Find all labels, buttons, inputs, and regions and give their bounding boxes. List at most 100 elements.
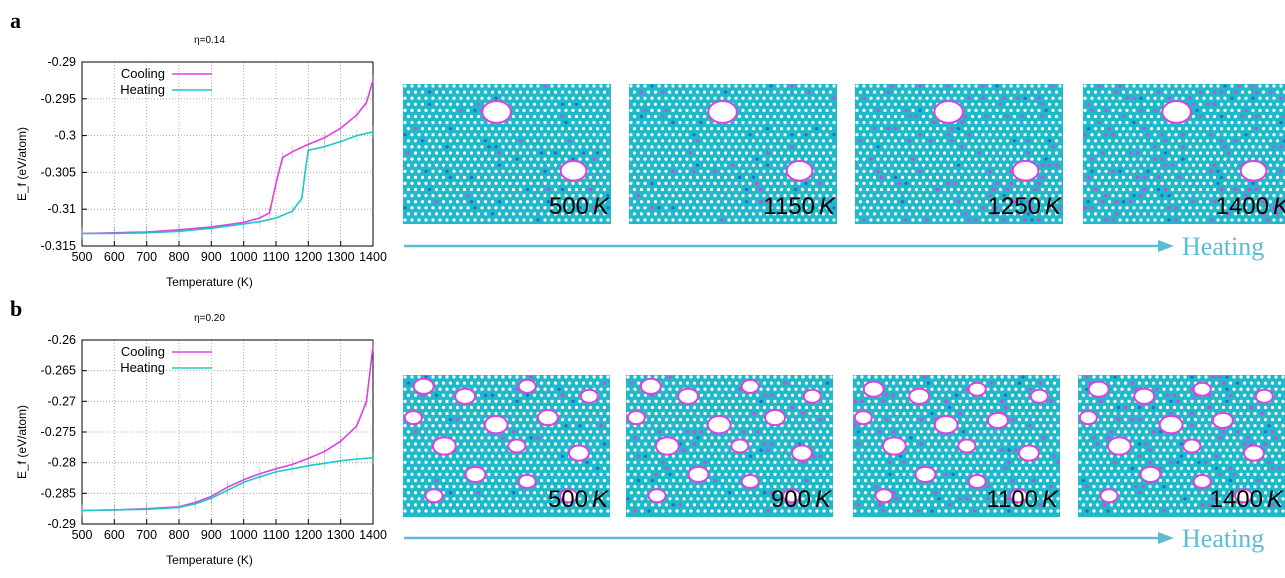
lattice-site xyxy=(906,491,909,494)
lattice-site xyxy=(766,164,769,167)
lattice-site xyxy=(522,182,525,185)
lattice-site xyxy=(787,436,790,439)
lattice-site xyxy=(1037,121,1040,124)
lattice-site xyxy=(748,109,751,112)
lattice-site xyxy=(955,394,958,397)
lattice-site xyxy=(826,430,829,433)
lattice-site xyxy=(953,145,956,148)
lattice-site xyxy=(564,424,567,427)
lattice-site xyxy=(682,200,685,203)
lattice-site xyxy=(766,127,769,130)
lattice-site xyxy=(599,84,602,87)
lattice-site xyxy=(640,424,643,427)
lattice-site xyxy=(794,412,797,415)
lattice-site xyxy=(571,84,574,87)
lattice-site xyxy=(599,473,602,476)
lattice-site xyxy=(773,449,776,452)
lattice-site xyxy=(1097,145,1100,148)
lattice-site xyxy=(438,109,441,112)
lattice-site xyxy=(692,206,695,209)
lattice-site xyxy=(585,473,588,476)
lattice-site xyxy=(578,182,581,185)
lattice-site xyxy=(986,388,989,391)
lattice-site xyxy=(948,503,951,506)
lattice-site xyxy=(599,182,602,185)
lattice-site xyxy=(589,176,592,179)
lattice-site xyxy=(745,127,748,130)
lattice-site xyxy=(1042,473,1045,476)
lattice-site xyxy=(1122,127,1125,130)
lattice-site xyxy=(644,430,647,433)
lattice-site xyxy=(599,412,602,415)
lattice-site xyxy=(582,382,585,385)
lattice-site xyxy=(1171,127,1174,130)
lattice-site xyxy=(575,406,578,409)
lattice-site xyxy=(1146,84,1149,87)
lattice-site xyxy=(818,97,821,100)
lattice-site xyxy=(477,212,480,215)
lattice-site xyxy=(668,375,671,378)
lattice-site xyxy=(1087,103,1090,106)
lattice-site xyxy=(470,164,473,167)
lattice-site xyxy=(911,121,914,124)
lattice-site xyxy=(819,455,822,458)
lattice-site xyxy=(909,449,912,452)
lattice-site xyxy=(755,109,758,112)
lattice-site xyxy=(696,375,699,378)
lattice-site xyxy=(435,139,438,142)
lattice-site xyxy=(885,503,888,506)
lattice-site xyxy=(790,133,793,136)
lattice-site xyxy=(473,194,476,197)
lattice-site xyxy=(1039,479,1042,482)
lattice-site xyxy=(714,503,717,506)
lattice-site xyxy=(720,182,723,185)
lattice-site xyxy=(724,139,727,142)
lattice-site xyxy=(1111,145,1114,148)
lattice-site xyxy=(1150,176,1153,179)
lattice-site xyxy=(473,375,476,378)
void xyxy=(569,446,589,461)
lattice-site xyxy=(410,206,413,209)
lattice-site xyxy=(791,406,794,409)
lattice-site xyxy=(424,170,427,173)
lattice-site xyxy=(557,388,560,391)
lattice-site xyxy=(780,400,783,403)
lattice-site xyxy=(508,509,511,512)
lattice-site xyxy=(700,406,703,409)
lattice-site xyxy=(1094,151,1097,154)
lattice-site xyxy=(449,479,452,482)
void xyxy=(581,390,598,403)
temperature-label: 500 xyxy=(548,486,588,513)
lattice-site xyxy=(533,188,536,191)
lattice-site xyxy=(724,176,727,179)
lattice-site xyxy=(874,375,877,378)
lattice-site xyxy=(484,151,487,154)
lattice-site xyxy=(1227,103,1230,106)
lattice-site xyxy=(529,206,532,209)
lattice-site xyxy=(410,473,413,476)
lattice-site xyxy=(1004,394,1007,397)
lattice-site xyxy=(1244,84,1247,87)
lattice-site xyxy=(657,158,660,161)
lattice-site xyxy=(1002,182,1005,185)
lattice-site xyxy=(866,188,869,191)
lattice-site xyxy=(561,394,564,397)
lattice-site xyxy=(463,188,466,191)
lattice-site xyxy=(918,109,921,112)
lattice-site xyxy=(696,200,699,203)
lattice-site xyxy=(519,394,522,397)
lattice-site xyxy=(1004,430,1007,433)
lattice-site xyxy=(1136,91,1139,94)
lattice-site xyxy=(571,109,574,112)
lattice-site xyxy=(916,449,919,452)
lattice-site xyxy=(780,449,783,452)
lattice-site xyxy=(871,455,874,458)
lattice-site xyxy=(780,115,783,118)
lattice-site xyxy=(435,479,438,482)
lattice-site xyxy=(410,497,413,500)
lattice-site xyxy=(466,218,469,221)
lattice-site xyxy=(714,442,717,445)
lattice-site xyxy=(1122,103,1125,106)
lattice-site xyxy=(918,182,921,185)
x-tick-label: 600 xyxy=(104,528,125,542)
